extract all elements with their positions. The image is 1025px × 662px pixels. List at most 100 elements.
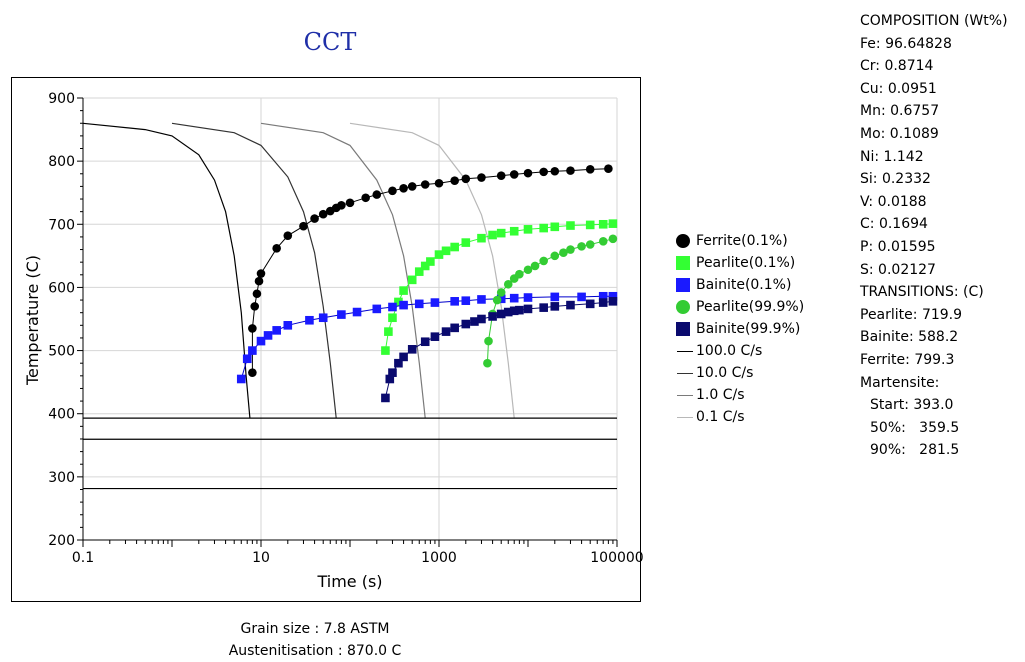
data-point: [388, 186, 397, 196]
data-point: [394, 358, 403, 368]
data-point: [384, 327, 393, 336]
legend-label: 0.1 C/s: [696, 409, 745, 425]
data-point: [441, 246, 451, 256]
composition-line: Cr: 0.8714: [860, 58, 934, 75]
data-point: [385, 374, 395, 384]
data-point: [372, 190, 382, 199]
cooling-curve: [260, 122, 426, 419]
data-point: [585, 165, 595, 174]
data-point: [394, 297, 403, 307]
data-point: [598, 291, 608, 301]
data-point: [598, 298, 608, 307]
y-axis-label: Temperature (C): [23, 255, 42, 386]
data-point: [515, 269, 524, 279]
composition-line: C: 0.1694: [860, 216, 928, 233]
legend-label: 1.0 C/s: [696, 387, 745, 403]
data-point: [248, 368, 257, 377]
composition-line: Ni: 1.142: [860, 148, 924, 165]
data-point: [577, 242, 586, 251]
data-point: [496, 288, 506, 297]
composition-header: COMPOSITION (Wt%): [860, 13, 1008, 29]
data-point: [318, 209, 328, 219]
data-point: [604, 164, 613, 174]
legend-line-icon: [677, 373, 693, 374]
transition-line: Ferrite: 799.3: [860, 351, 955, 368]
data-point: [598, 219, 608, 229]
data-point: [484, 336, 493, 346]
transition-line: Bainite: 588.2: [860, 329, 959, 346]
data-point: [488, 312, 497, 321]
data-point: [496, 228, 506, 238]
data-point: [492, 295, 502, 305]
data-point: [399, 183, 408, 193]
data-point: [530, 261, 540, 271]
data-point: [337, 201, 346, 210]
data-point: [441, 327, 451, 336]
data-point: [509, 226, 519, 236]
data-point: [236, 374, 246, 384]
data-point: [283, 321, 293, 330]
data-point: [523, 168, 533, 178]
legend-label: Bainite(99.9%): [696, 321, 801, 337]
data-point: [509, 306, 519, 316]
chart-title: CCT: [303, 28, 357, 56]
data-point: [399, 300, 408, 310]
martensite-line-text: 90%: 281.5: [870, 442, 960, 459]
data-point: [585, 240, 595, 249]
data-point: [477, 233, 486, 243]
data-point: [254, 276, 264, 286]
data-point: [450, 297, 459, 306]
data-point: [242, 354, 252, 364]
data-point: [477, 295, 486, 304]
data-point: [550, 292, 560, 302]
data-point: [372, 304, 382, 314]
data-point: [345, 198, 355, 208]
y-tick-label: 400: [48, 407, 75, 423]
data-point: [539, 256, 548, 266]
data-point: [407, 275, 417, 285]
data-point: [399, 286, 408, 295]
data-point: [450, 242, 459, 252]
data-point: [523, 293, 533, 302]
composition-line: V: 0.0188: [860, 193, 927, 210]
data-point: [388, 368, 397, 377]
data-point: [252, 289, 262, 299]
data-point: [256, 269, 266, 278]
data-point: [483, 358, 492, 368]
legend-label: 10.0 C/s: [696, 365, 754, 381]
composition-line: Fe: 96.64828: [860, 35, 952, 52]
data-point: [305, 315, 314, 325]
y-tick-label: 800: [48, 154, 75, 170]
chart-frame: [11, 77, 641, 602]
composition-panel: COMPOSITION (Wt%) Fe: 96.64828 Cr: 0.8714…: [860, 10, 1008, 462]
composition-line: Mn: 0.6757: [860, 103, 940, 120]
data-point: [426, 257, 435, 266]
data-point: [477, 314, 486, 324]
transitions-header: TRANSITIONS: (C): [860, 284, 984, 301]
data-point: [550, 166, 560, 176]
composition-line: P: 0.01595: [860, 238, 936, 255]
data-point: [461, 238, 471, 247]
data-point: [318, 313, 328, 323]
series-line: [251, 168, 609, 373]
y-tick-label: 300: [48, 470, 75, 486]
composition-line: Si: 0.2332: [860, 171, 931, 188]
data-point: [608, 219, 618, 228]
data-point: [256, 336, 266, 346]
data-point: [608, 291, 618, 301]
data-point: [248, 346, 257, 355]
data-point: [523, 265, 533, 275]
data-point: [577, 292, 586, 302]
x-tick-label: 10: [252, 550, 270, 566]
legend-label: Bainite(0.1%): [696, 277, 792, 293]
data-point: [523, 304, 533, 314]
data-point: [461, 174, 471, 184]
data-point: [407, 345, 417, 354]
data-point: [283, 231, 293, 240]
martensite-line-text: 50%: 359.5: [870, 419, 960, 436]
data-point: [509, 293, 519, 303]
legend-square-icon: [676, 278, 690, 292]
data-point: [248, 324, 257, 333]
data-point: [388, 313, 397, 323]
data-point: [461, 319, 471, 329]
